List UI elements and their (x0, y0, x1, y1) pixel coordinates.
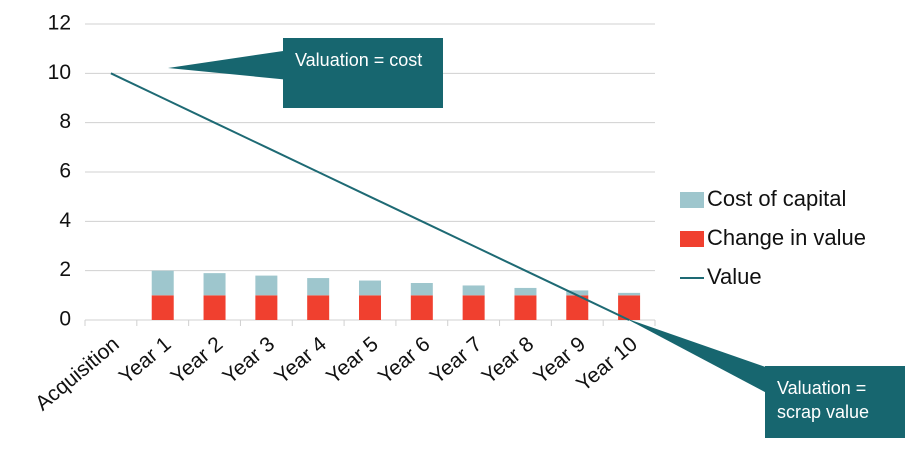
x-tick-label: Acquisition (31, 332, 124, 415)
legend-label: Value (707, 264, 762, 289)
y-tick-label: 10 (48, 61, 71, 84)
callout-tail (168, 50, 290, 80)
x-tick-label: Year 8 (478, 332, 539, 388)
bar (359, 295, 381, 320)
y-tick-label: 2 (59, 258, 71, 281)
bar (618, 295, 641, 320)
callout: Valuation = cost (283, 38, 443, 108)
bar (566, 290, 589, 296)
x-tick-label: Year 7 (426, 332, 487, 388)
y-tick-label: 6 (59, 160, 71, 183)
callout: Valuation = scrap value (765, 366, 905, 438)
bar (410, 295, 433, 320)
x-tick-label: Year 5 (322, 332, 383, 388)
bar (462, 285, 485, 296)
bar (462, 295, 485, 320)
bar (151, 295, 174, 320)
legend-swatch (680, 231, 704, 247)
bar (255, 275, 278, 296)
legend-label: Cost of capital (707, 186, 846, 211)
bar (410, 283, 433, 296)
x-tick-label: Year 4 (270, 332, 331, 388)
x-tick-label: Year 2 (167, 332, 228, 388)
y-tick-label: 8 (59, 110, 71, 133)
y-tick-label: 0 (59, 308, 71, 331)
bar (203, 273, 226, 296)
bar (514, 287, 537, 296)
line (110, 72, 630, 321)
bar (307, 278, 330, 296)
x-tick-label: Year 1 (115, 332, 176, 388)
bar (566, 295, 589, 320)
x-tick-label: Year 6 (374, 332, 435, 388)
bar (307, 295, 330, 320)
legend-swatch (680, 192, 704, 208)
bar (618, 292, 641, 296)
bar (255, 295, 278, 320)
bar (203, 295, 226, 320)
bar (359, 280, 381, 296)
x-tick-label: Year 3 (218, 332, 279, 388)
bar (151, 270, 174, 296)
callout-tail (625, 318, 780, 400)
bar (514, 295, 537, 320)
legend-label: Change in value (707, 225, 866, 250)
y-tick-label: 12 (48, 12, 71, 35)
y-tick-label: 4 (59, 209, 71, 232)
